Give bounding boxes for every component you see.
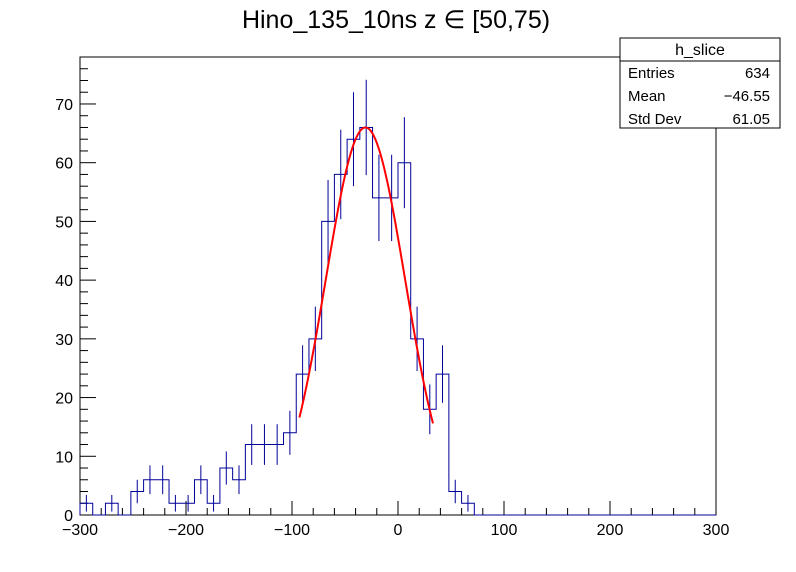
y-tick-label: 0	[64, 508, 73, 525]
y-tick-label: 60	[55, 156, 73, 173]
x-tick-label: −200	[168, 522, 204, 539]
y-tick-label: 20	[55, 391, 73, 408]
chart-title: Hino_135_10ns z ∈ [50,75)	[242, 6, 550, 34]
x-axis: −300 −200 −100 0 100 200 300	[62, 501, 729, 539]
stats-stddev-value: 61.05	[732, 111, 770, 128]
y-tick-label: 70	[55, 97, 73, 114]
y-tick-label: 40	[55, 273, 73, 290]
gaussian-fit	[298, 126, 434, 424]
stats-stddev-label: Std Dev	[628, 111, 682, 128]
stats-title: h_slice	[675, 42, 725, 59]
x-tick-label: 200	[597, 522, 624, 539]
stats-box-border	[619, 37, 781, 129]
x-tick-label: 100	[491, 522, 518, 539]
x-tick-label: 300	[703, 522, 730, 539]
x-tick-label: −100	[274, 522, 310, 539]
y-tick-label: 10	[55, 449, 73, 466]
stats-entries-label: Entries	[628, 65, 675, 82]
y-tick-label: 50	[55, 214, 73, 231]
stats-mean-label: Mean	[628, 88, 666, 105]
stats-entries-value: 634	[745, 65, 770, 82]
y-axis: 0 10 20 30 40 50 60 70	[55, 68, 96, 525]
stats-mean-value: −46.55	[724, 88, 770, 105]
y-tick-label: 30	[55, 332, 73, 349]
x-tick-label: −300	[62, 522, 98, 539]
x-tick-label: 0	[394, 522, 403, 539]
gaussian-fit-curve	[298, 126, 434, 424]
histogram-step-line	[79, 126, 716, 516]
stats-box: h_slice Entries 634 Mean −46.55 Std Dev …	[619, 37, 781, 129]
histogram-series	[79, 126, 716, 516]
